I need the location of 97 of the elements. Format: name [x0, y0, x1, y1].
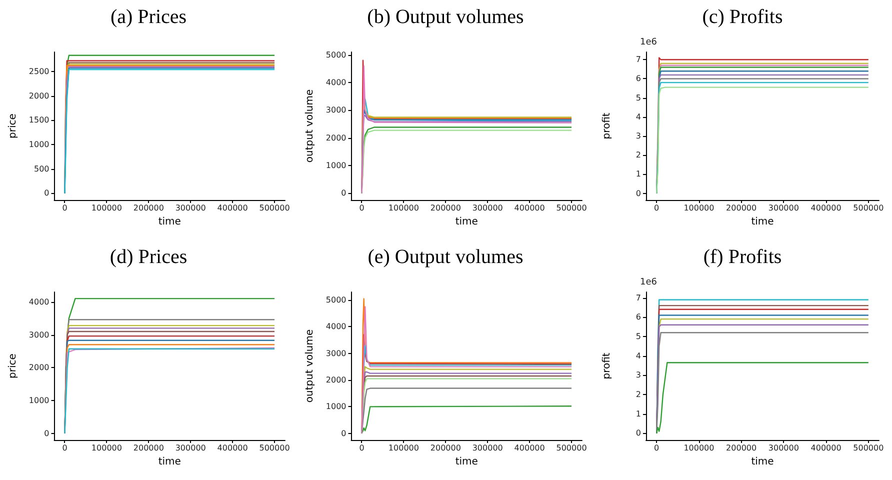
x-axis-title: time: [751, 456, 774, 468]
x-tick-label: 400000: [514, 444, 545, 452]
y-tick-label: 5000: [326, 296, 346, 304]
chart-title: (d) Prices: [110, 246, 188, 268]
y-tick-label: 2000: [28, 91, 50, 100]
x-axis-title: time: [158, 456, 181, 468]
x-tick-label: 0: [359, 444, 364, 452]
y-axis-title: price: [8, 114, 18, 138]
x-tick-label: 200000: [133, 444, 164, 452]
y-tick-label: 1000: [28, 396, 50, 406]
x-tick-label: 400000: [217, 444, 248, 452]
x-tick-label: 200000: [726, 444, 757, 452]
y-tick-label: 1: [636, 409, 641, 418]
x-tick-label: 500000: [853, 444, 884, 452]
x-tick-label: 200000: [430, 204, 461, 212]
y-tick-label: 4000: [326, 322, 346, 332]
text: 1e6: [640, 38, 658, 48]
y-tick-label: 3: [636, 370, 641, 380]
y-axis-title: output volume: [304, 89, 316, 163]
y-tick-label: 2000: [326, 376, 346, 384]
y-axis-title: profit: [602, 352, 612, 380]
y-tick-label: 1000: [326, 402, 346, 412]
y-tick-label: 5: [636, 332, 641, 341]
line-series: [656, 362, 870, 434]
y-tick-label: 6: [636, 312, 641, 322]
x-tick-label: 400000: [217, 204, 248, 212]
y-tick-label: 2000: [28, 363, 50, 372]
y-tick-label: 500: [34, 164, 50, 174]
y-tick-label: 1500: [28, 116, 50, 125]
x-tick-label: 400000: [810, 204, 842, 212]
y-tick-label: 2500: [28, 66, 50, 76]
y-tick-label: 2: [636, 390, 641, 400]
y-tick-label: 0: [341, 188, 346, 198]
x-tick-label: 100000: [684, 204, 714, 212]
y-tick-label: 0: [636, 428, 641, 438]
x-tick-label: 300000: [472, 204, 503, 212]
x-tick-label: 100000: [91, 204, 122, 212]
y-tick-label: 5: [636, 93, 641, 102]
y-tick-label: 7: [636, 55, 641, 64]
x-tick-label: 200000: [726, 204, 757, 212]
x-tick-label: 200000: [133, 204, 164, 212]
x-tick-label: 100000: [388, 204, 419, 212]
y-tick-label: 1: [636, 170, 641, 179]
y-tick-label: 4: [636, 351, 641, 360]
y-tick-label: 6: [636, 74, 641, 84]
y-tick-label: 0: [44, 188, 50, 198]
x-axis-title: time: [751, 216, 774, 228]
x-tick-label: 200000: [430, 444, 461, 452]
x-tick-label: 100000: [91, 444, 122, 452]
y-tick-label: 4000: [326, 78, 346, 87]
y-axis-title: output volume: [304, 329, 316, 403]
y-tick-label: 4000: [28, 297, 50, 306]
y-tick-label: 0: [44, 428, 50, 438]
chart-title: (a) Prices: [110, 6, 187, 28]
x-tick-label: 0: [62, 204, 68, 212]
chart-title: (f) Profits: [703, 246, 782, 268]
y-tick-label: 3000: [28, 330, 50, 340]
x-tick-label: 500000: [556, 444, 587, 452]
x-tick-label: 300000: [175, 444, 206, 452]
text: 1e6: [640, 278, 658, 288]
x-tick-label: 400000: [514, 204, 545, 212]
x-tick-label: 300000: [175, 204, 206, 212]
y-tick-label: 3000: [326, 348, 346, 358]
y-axis-title: price: [8, 354, 18, 378]
y-tick-label: 1000: [326, 160, 346, 170]
x-axis-title: time: [158, 216, 181, 228]
x-tick-label: 500000: [556, 204, 587, 212]
chart-title: (c) Profits: [702, 6, 783, 28]
x-tick-label: 300000: [768, 204, 799, 212]
y-tick-label: 2000: [326, 133, 346, 142]
x-tick-label: 300000: [472, 444, 503, 452]
x-tick-label: 100000: [388, 444, 419, 452]
y-tick-label: 7: [636, 293, 641, 302]
x-tick-label: 400000: [810, 444, 842, 452]
x-tick-label: 300000: [768, 444, 799, 452]
chart-title: (e) Output volumes: [368, 246, 524, 268]
line-series: [361, 406, 572, 434]
y-tick-label: 1000: [28, 140, 50, 149]
y-tick-label: 4: [636, 112, 641, 122]
chart-title: (b) Output volumes: [367, 6, 524, 28]
x-axis-title: time: [455, 456, 478, 468]
x-tick-label: 0: [654, 444, 660, 452]
x-tick-label: 0: [62, 444, 68, 452]
y-tick-label: 5000: [326, 50, 346, 60]
x-axis-title: time: [455, 216, 478, 228]
y-tick-label: 3: [636, 132, 641, 141]
x-tick-label: 0: [654, 204, 660, 212]
y-tick-label: 0: [636, 188, 641, 198]
x-tick-label: 500000: [853, 204, 884, 212]
x-tick-label: 500000: [259, 444, 290, 452]
x-tick-label: 0: [359, 204, 364, 212]
y-axis-title: profit: [602, 112, 612, 140]
x-tick-label: 100000: [684, 444, 714, 452]
y-tick-label: 0: [341, 428, 346, 438]
x-tick-label: 500000: [259, 204, 290, 212]
y-tick-label: 2: [636, 150, 641, 160]
y-tick-label: 3000: [326, 106, 346, 115]
